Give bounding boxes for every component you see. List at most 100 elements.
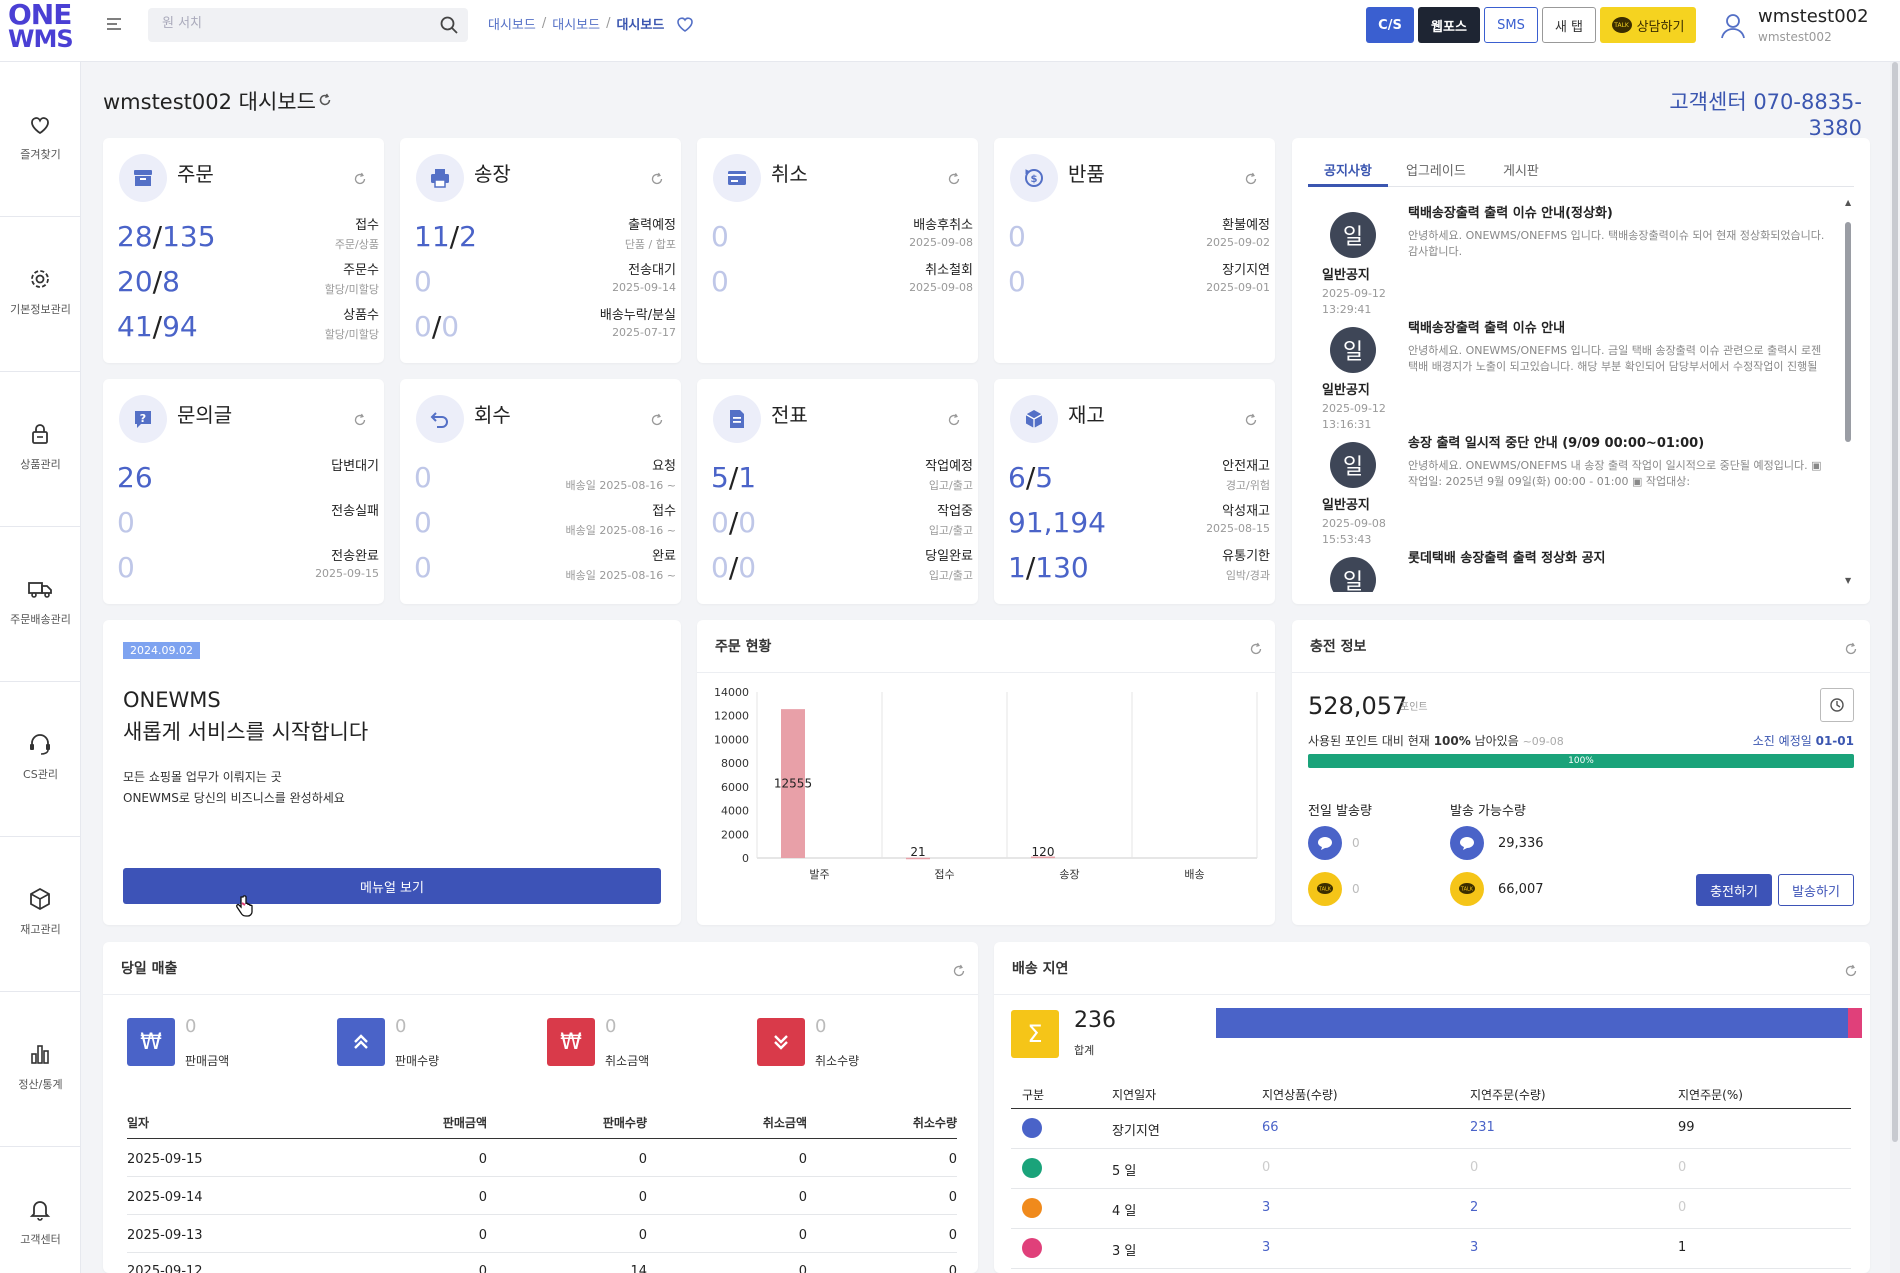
tab-board[interactable]: 게시판 bbox=[1503, 164, 1539, 179]
stat-row[interactable]: 0 취소철회 2025-09-08 bbox=[711, 259, 973, 303]
search-input[interactable] bbox=[162, 16, 422, 31]
card-title: 취소 bbox=[771, 162, 808, 186]
delivery-delay-card: 배송 지연 Σ 236 합계 구분 지연일자 지연상품(수량) 지연주문(수량)… bbox=[994, 942, 1870, 1273]
points-unit: 포인트 bbox=[1400, 702, 1428, 713]
tab-notice[interactable]: 공지사항 bbox=[1324, 164, 1372, 179]
stat-row[interactable]: 11/2 출력예정 단품 / 합포 bbox=[414, 214, 676, 258]
stat-label: 전송대기 bbox=[628, 263, 676, 278]
notice-title[interactable]: 송장 출력 일시적 중단 안내 (9/09 00:00~01:00) bbox=[1408, 436, 1705, 451]
favorite-heart-icon[interactable] bbox=[676, 16, 694, 32]
return-card: $ 반품 0 환불예정 2025-09-02 0 장기지연 2025-09-01 bbox=[994, 138, 1275, 363]
stat-row[interactable]: 6/5 안전재고 경고/위험 bbox=[1008, 455, 1270, 499]
refresh-icon[interactable] bbox=[1844, 964, 1858, 978]
sidebar-item-cs[interactable]: CS관리 bbox=[0, 682, 81, 837]
stat-row[interactable]: 0/0 작업중 입고/출고 bbox=[711, 500, 973, 544]
charge-button[interactable]: 충전하기 bbox=[1696, 874, 1772, 906]
breadcrumb-current: 대시보드 bbox=[616, 18, 665, 33]
notice-item[interactable]: 일 일반공지 2025-09-12 13:16:31 택배송장출력 출력 이슈 안… bbox=[1322, 317, 1840, 432]
sidebar-item-order-shipping[interactable]: 주문배송관리 bbox=[0, 527, 81, 682]
sigma-icon: Σ bbox=[1011, 1010, 1059, 1058]
refresh-icon[interactable] bbox=[947, 413, 961, 427]
refresh-icon[interactable] bbox=[952, 964, 966, 978]
stat-row[interactable]: 28/135 접수 주문/상품 bbox=[117, 214, 379, 258]
stat-row[interactable]: 41/94 상품수 할당/미할당 bbox=[117, 304, 379, 348]
stat-row[interactable]: 20/8 주문수 할당/미할당 bbox=[117, 259, 379, 303]
stat-row[interactable]: 0 요청 배송일 2025-08-16 ~ bbox=[414, 455, 676, 499]
stat-sublabel: 2025-08-15 bbox=[1206, 522, 1270, 535]
stat-row[interactable]: 0 환불예정 2025-09-02 bbox=[1008, 214, 1270, 258]
refresh-icon[interactable] bbox=[1244, 172, 1258, 186]
stat-row[interactable]: 0 전송완료 2025-09-15 bbox=[117, 545, 379, 589]
notice-scrollbar[interactable]: ▲ ▼ bbox=[1843, 198, 1853, 588]
stat-row[interactable]: 0 배송후취소 2025-09-08 bbox=[711, 214, 973, 258]
webforce-button[interactable]: 웹포스 bbox=[1418, 7, 1480, 43]
stat-row[interactable]: 0 완료 배송일 2025-08-16 ~ bbox=[414, 545, 676, 589]
refresh-icon[interactable] bbox=[650, 172, 664, 186]
user-name: wmstest002 bbox=[1758, 6, 1869, 27]
search-icon[interactable] bbox=[440, 16, 458, 34]
support-phone[interactable]: 고객센터 070-8835-3380 bbox=[1669, 90, 1862, 140]
sidebar-item-favorites[interactable]: 즐겨찾기 bbox=[0, 62, 81, 217]
sidebar-item-label: 상품관리 bbox=[20, 458, 61, 471]
scroll-up-icon[interactable]: ▲ bbox=[1845, 198, 1852, 207]
stat-row[interactable]: 26 답변대기 bbox=[117, 455, 379, 499]
sidebar-item-basic-info[interactable]: 기본정보관리 bbox=[0, 217, 81, 372]
stat-value: 1/130 bbox=[1008, 551, 1089, 584]
stat-row[interactable]: 1/130 유통기한 임박/경과 bbox=[1008, 545, 1270, 589]
return-coin-icon: $ bbox=[1010, 154, 1058, 202]
refresh-icon[interactable] bbox=[353, 172, 367, 186]
user-menu[interactable]: wmstest002 wmstest002 bbox=[1718, 6, 1888, 46]
sidebar-item-inventory[interactable]: 재고관리 bbox=[0, 837, 81, 992]
refresh-icon[interactable] bbox=[1244, 413, 1258, 427]
tab-upgrade[interactable]: 업그레이드 bbox=[1406, 164, 1466, 179]
refresh-icon[interactable] bbox=[1844, 642, 1858, 656]
history-button[interactable] bbox=[1820, 688, 1854, 722]
stat-row[interactable]: 0 전송실패 bbox=[117, 500, 379, 544]
stat-label: 요청 bbox=[652, 459, 676, 474]
stat-row[interactable]: 0 전송대기 2025-09-14 bbox=[414, 259, 676, 303]
stat-row[interactable]: 0/0 배송누락/분실 2025-07-17 bbox=[414, 304, 676, 348]
refresh-icon[interactable] bbox=[1249, 642, 1263, 656]
cs-button[interactable]: C/S bbox=[1366, 7, 1414, 43]
new-tab-button[interactable]: 새 탭 bbox=[1542, 7, 1596, 43]
manual-button[interactable]: 메뉴얼 보기 bbox=[123, 868, 661, 904]
legend-dot bbox=[1022, 1238, 1042, 1258]
stat-row[interactable]: 0 장기지연 2025-09-01 bbox=[1008, 259, 1270, 303]
page-scrollbar-thumb[interactable] bbox=[1892, 62, 1898, 1142]
kakao-consult-button[interactable]: TALK 상담하기 bbox=[1600, 7, 1696, 43]
scroll-down-icon[interactable]: ▼ bbox=[1845, 576, 1852, 585]
refresh-icon[interactable] bbox=[353, 413, 367, 427]
heart-icon bbox=[24, 112, 56, 136]
notice-scrollbar-thumb[interactable] bbox=[1845, 222, 1851, 442]
stat-row[interactable]: 0/0 당일완료 입고/출고 bbox=[711, 545, 973, 589]
page-scrollbar[interactable] bbox=[1890, 62, 1900, 1273]
refresh-icon[interactable] bbox=[947, 172, 961, 186]
breadcrumb-item[interactable]: 대시보드 bbox=[488, 18, 536, 33]
logo[interactable]: ONE WMS bbox=[8, 1, 74, 54]
sidebar-item-settlement[interactable]: 정산/통계 bbox=[0, 992, 81, 1147]
promo-desc-line2: ONEWMS로 당신의 비즈니스를 완성하세요 bbox=[123, 791, 345, 805]
undo-arrow-icon bbox=[416, 395, 464, 443]
notice-item[interactable]: 일 롯데택배 송장출력 출력 정상화 공지 bbox=[1322, 547, 1840, 592]
breadcrumb-item[interactable]: 대시보드 bbox=[552, 18, 601, 33]
stat-row[interactable]: 0 접수 배송일 2025-08-16 ~ bbox=[414, 500, 676, 544]
notice-item[interactable]: 일 일반공지 2025-09-12 13:29:41 택배송장출력 출력 이슈 안… bbox=[1322, 202, 1840, 317]
sms-button[interactable]: SMS bbox=[1484, 7, 1538, 43]
notice-item[interactable]: 일 일반공지 2025-09-08 15:53:43 송장 출력 일시적 중단 안… bbox=[1322, 432, 1840, 547]
slip-card: 전표 5/1 작업예정 입고/출고 0/0 작업중 입고/출고 0/0 당일완료… bbox=[697, 379, 978, 604]
hamburger-menu-icon[interactable] bbox=[106, 16, 122, 32]
card-title: 당일 매출 bbox=[121, 961, 178, 977]
stat-value: 5/1 bbox=[711, 461, 757, 494]
notice-title[interactable]: 롯데택배 송장출력 출력 정상화 공지 bbox=[1408, 551, 1606, 566]
sidebar-item-support[interactable]: 고객센터 bbox=[0, 1147, 81, 1273]
send-button[interactable]: 발송하기 bbox=[1778, 874, 1854, 906]
stat-row[interactable]: 91,194 악성재고 2025-08-15 bbox=[1008, 500, 1270, 544]
inquiry-card: ? 문의글 26 답변대기 0 전송실패 0 전송완료 2025-09-15 bbox=[103, 379, 384, 604]
notice-title[interactable]: 택배송장출력 출력 이슈 안내 bbox=[1408, 321, 1566, 336]
sidebar-item-products[interactable]: 상품관리 bbox=[0, 372, 81, 527]
refresh-icon[interactable] bbox=[318, 93, 332, 107]
refresh-icon[interactable] bbox=[650, 413, 664, 427]
stat-row[interactable]: 5/1 작업예정 입고/출고 bbox=[711, 455, 973, 499]
notice-title[interactable]: 택배송장출력 출력 이슈 안내(정상화) bbox=[1408, 206, 1613, 221]
notice-avatar: 일 bbox=[1330, 557, 1376, 592]
